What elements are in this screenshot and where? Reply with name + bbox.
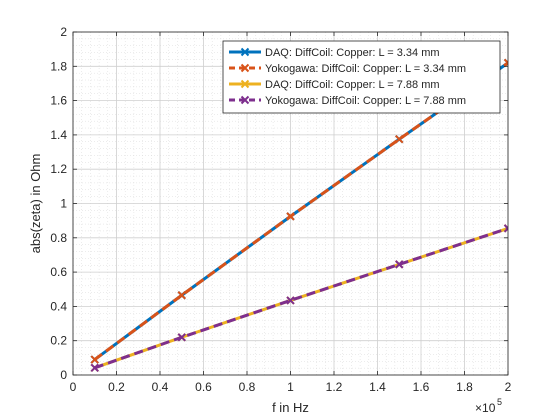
legend-label: Yokogawa: DiffCoil: Copper: L = 3.34 mm <box>265 63 466 75</box>
x-axis-label: f in Hz <box>272 400 309 415</box>
marker-stroke <box>240 47 250 57</box>
y-tick-label: 2 <box>60 25 67 39</box>
marker-stroke <box>395 134 404 144</box>
legend-swatch-marker <box>240 47 250 57</box>
x-tick-label: 1.8 <box>456 380 473 394</box>
y-tick-label: 0.8 <box>50 231 67 245</box>
marker-stroke <box>503 226 508 233</box>
legend-item: DAQ: DiffCoil: Copper: L = 7.88 mm <box>229 79 440 91</box>
x-exponent-times-sign: × <box>475 401 482 415</box>
legend-label: Yokogawa: DiffCoil: Copper: L = 7.88 mm <box>265 95 466 107</box>
y-tick-label: 1.4 <box>50 128 67 142</box>
marker-stroke <box>177 291 186 300</box>
legend-label: DAQ: DiffCoil: Copper: L = 3.34 mm <box>265 47 440 59</box>
legend-swatch-marker <box>240 95 250 105</box>
data-point-marker <box>286 296 295 305</box>
legend-item: Yokogawa: DiffCoil: Copper: L = 3.34 mm <box>229 63 466 75</box>
x-tick-label: 1.4 <box>369 380 386 394</box>
marker-stroke <box>240 95 250 105</box>
y-tick-label: 0.4 <box>50 299 67 313</box>
marker-stroke <box>240 79 250 89</box>
x-tick-label: 0.8 <box>239 380 256 394</box>
series-4 <box>90 224 508 373</box>
y-tick-label: 0 <box>60 368 67 382</box>
x-tick-label: 0 <box>70 380 77 394</box>
data-point-marker <box>177 291 186 300</box>
legend-box <box>222 40 501 114</box>
y-tick-labels: 0 0.2 0.4 0.6 0.8 1 1.2 1.4 1.6 1.8 2 <box>50 25 67 382</box>
series-2 <box>90 58 508 364</box>
data-point-marker <box>503 58 508 68</box>
data-point-marker <box>395 260 404 269</box>
data-point-marker <box>395 134 404 144</box>
y-tick-label: 0.6 <box>50 265 67 279</box>
x-exponent-power: 5 <box>497 397 502 407</box>
x-tick-label: 0.2 <box>108 380 125 394</box>
x-tick-label: 0.4 <box>152 380 169 394</box>
axis-ticks <box>72 31 509 376</box>
legend-item: Yokogawa: DiffCoil: Copper: L = 7.88 mm <box>229 95 466 107</box>
series-line <box>94 226 508 370</box>
data-point-marker <box>90 363 99 373</box>
y-tick-label: 1.8 <box>50 59 67 73</box>
y-tick-label: 0.2 <box>50 334 67 348</box>
marker-stroke <box>503 61 508 68</box>
data-point-marker <box>177 333 186 342</box>
data-point-marker <box>286 212 295 221</box>
data-point-marker <box>503 224 508 233</box>
y-axis-label: abs(zeta) in Ohm <box>28 154 43 254</box>
legend-swatch-marker <box>240 79 250 89</box>
data-point-marker <box>90 355 99 364</box>
marker-stroke <box>395 260 404 269</box>
marker-stroke <box>177 333 186 342</box>
y-tick-label: 1.2 <box>50 162 67 176</box>
x-axis-exponent: ×10 5 <box>475 397 502 415</box>
marker-stroke <box>503 58 508 65</box>
y-tick-label: 1 <box>60 197 67 211</box>
marker-stroke <box>503 224 508 230</box>
marker-stroke <box>90 355 99 364</box>
series-layer <box>90 58 508 373</box>
legend-item: DAQ: DiffCoil: Copper: L = 3.34 mm <box>229 47 440 59</box>
marker-stroke <box>286 296 295 305</box>
legend-swatch-marker <box>240 63 250 73</box>
x-tick-labels: 0 0.2 0.4 0.6 0.8 1 1.2 1.4 1.6 1.8 2 <box>70 380 512 394</box>
marker-stroke <box>240 63 250 73</box>
marker-stroke <box>90 363 99 373</box>
legend: DAQ: DiffCoil: Copper: L = 3.34 mm Yokoga… <box>222 40 501 114</box>
x-exponent-base: ×10 <box>475 401 496 415</box>
x-tick-label: 1 <box>287 380 294 394</box>
x-tick-label: 0.6 <box>195 380 212 394</box>
y-tick-label: 1.6 <box>50 94 67 108</box>
legend-label: DAQ: DiffCoil: Copper: L = 7.88 mm <box>265 79 440 91</box>
x-tick-label: 1.2 <box>326 380 343 394</box>
x-exponent-base-value: 10 <box>482 401 496 415</box>
x-tick-label: 2 <box>505 380 512 394</box>
marker-stroke <box>286 212 295 221</box>
x-tick-label: 1.6 <box>413 380 430 394</box>
